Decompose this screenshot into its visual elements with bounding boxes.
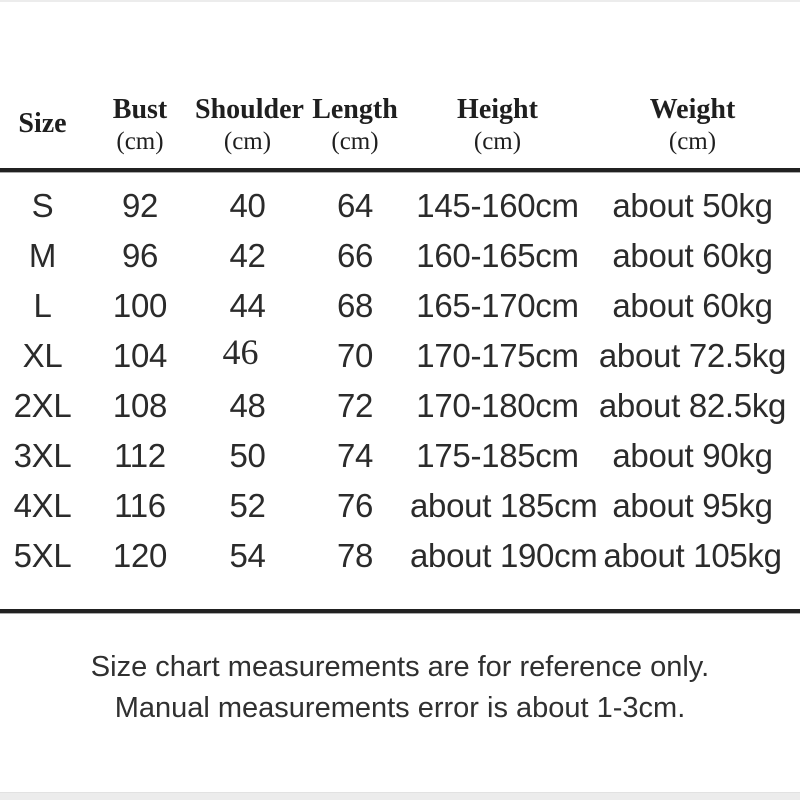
cell-bust: 92 [121, 187, 159, 224]
cell-length: 68 [336, 287, 374, 324]
cell-shoulder: 42 [229, 237, 266, 274]
header-divider-rule [0, 168, 800, 173]
cell-size: 3XL [13, 437, 72, 474]
cell-bust: 100 [112, 287, 168, 324]
column-header-length: Length (cm) [300, 93, 410, 156]
table-header-row: Size Bust (cm) Shoulder (cm) Length (cm)… [0, 84, 800, 164]
cell-size: S [31, 187, 54, 224]
footer-divider-rule [0, 609, 800, 614]
cell-height: about 190cm [410, 537, 598, 574]
top-edge-line [0, 0, 800, 2]
cell-length: 70 [336, 337, 374, 374]
cell-size: 2XL [13, 387, 72, 424]
column-header-label: Weight [649, 93, 736, 125]
column-header-unit: (cm) [473, 127, 522, 155]
cell-bust: 108 [112, 387, 168, 424]
cell-weight: about 72.5kg [598, 337, 787, 374]
cell-weight: about 95kg [612, 487, 773, 524]
column-header-label: Size [18, 108, 67, 139]
table-row: XL 104 46 70 170-175cm about 72.5kg [0, 331, 800, 381]
table-body: S 92 40 64 145-160cm about 50kg M 96 42 … [0, 181, 800, 581]
column-header-label: Height [457, 93, 538, 125]
cell-length: 76 [336, 487, 374, 524]
cell-height: about 185cm [410, 487, 598, 524]
cell-height: 160-165cm [416, 237, 579, 274]
cell-size: M [28, 237, 57, 274]
cell-height: 175-185cm [416, 437, 579, 474]
cell-bust: 116 [114, 487, 166, 524]
cell-bust: 96 [121, 237, 159, 274]
cell-length: 66 [336, 237, 374, 274]
cell-weight: about 50kg [612, 187, 773, 224]
cell-shoulder: 50 [229, 437, 266, 474]
footer-note-error: Manual measurements error is about 1-3cm… [114, 692, 686, 724]
column-header-label: Shoulder [195, 93, 304, 125]
cell-weight: about 105kg [603, 537, 782, 574]
column-header-height: Height (cm) [410, 93, 585, 156]
cell-height: 170-175cm [416, 337, 579, 374]
column-header-size: Size [0, 107, 85, 141]
cell-length: 78 [336, 537, 374, 574]
column-header-weight: Weight (cm) [585, 93, 800, 156]
column-header-unit: (cm) [331, 127, 379, 155]
column-header-unit: (cm) [668, 127, 717, 155]
bottom-edge-band [0, 792, 800, 800]
column-header-bust: Bust (cm) [85, 93, 195, 156]
cell-bust: 112 [114, 437, 166, 474]
cell-bust: 120 [112, 537, 168, 574]
cell-shoulder: 48 [229, 387, 266, 424]
table-row: 4XL 116 52 76 about 185cm about 95kg [0, 481, 800, 531]
table-row: L 100 44 68 165-170cm about 60kg [0, 281, 800, 331]
column-header-shoulder: Shoulder (cm) [195, 93, 304, 156]
cell-weight: about 82.5kg [598, 387, 787, 424]
column-header-label: Bust [112, 93, 168, 125]
cell-weight: about 90kg [612, 437, 773, 474]
cell-shoulder: 46 [222, 332, 259, 372]
cell-height: 170-180cm [416, 387, 579, 424]
cell-shoulder: 40 [229, 187, 266, 224]
table-row: 5XL 120 54 78 about 190cm about 105kg [0, 531, 800, 581]
table-row: S 92 40 64 145-160cm about 50kg [0, 181, 800, 231]
cell-height: 165-170cm [416, 287, 579, 324]
cell-weight: about 60kg [612, 237, 773, 274]
column-header-label: Length [312, 93, 398, 125]
column-header-unit: (cm) [116, 127, 164, 155]
cell-size: XL [22, 337, 63, 374]
cell-shoulder: 44 [229, 287, 266, 324]
cell-shoulder: 54 [229, 537, 266, 574]
table-row: 3XL 112 50 74 175-185cm about 90kg [0, 431, 800, 481]
footer-notes: Size chart measurements are for referenc… [0, 650, 800, 725]
cell-length: 72 [336, 387, 374, 424]
column-header-unit: (cm) [223, 127, 272, 155]
cell-length: 74 [336, 437, 374, 474]
cell-weight: about 60kg [612, 287, 773, 324]
cell-shoulder: 52 [229, 487, 266, 524]
table-row: M 96 42 66 160-165cm about 60kg [0, 231, 800, 281]
footer-note-reference: Size chart measurements are for referenc… [90, 651, 710, 683]
table-row: 2XL 108 48 72 170-180cm about 82.5kg [0, 381, 800, 431]
cell-size: 5XL [13, 537, 72, 574]
cell-bust: 104 [112, 337, 168, 374]
cell-size: 4XL [13, 487, 72, 524]
cell-size: L [33, 287, 52, 324]
cell-height: 145-160cm [416, 187, 579, 224]
cell-length: 64 [336, 187, 374, 224]
